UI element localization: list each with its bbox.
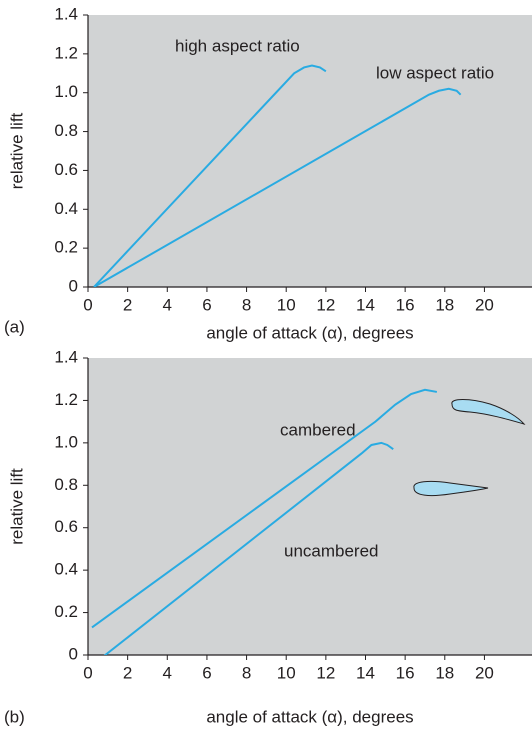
panel-label: (b) <box>4 707 25 726</box>
y-tick-label: 0 <box>69 644 78 663</box>
y-tick-label: 1.0 <box>54 82 78 101</box>
x-tick-label: 2 <box>123 295 132 314</box>
x-tick-label: 10 <box>277 663 296 682</box>
y-tick-label: 0.8 <box>54 475 78 494</box>
x-tick-label: 20 <box>475 663 494 682</box>
x-tick-label: 6 <box>202 663 211 682</box>
line <box>103 441 394 655</box>
x-tick-label: 8 <box>242 295 251 314</box>
line <box>93 64 327 287</box>
x-tick-label: 16 <box>396 663 415 682</box>
line <box>91 388 438 629</box>
y-tick-label: 0.2 <box>54 238 78 257</box>
series-label: high aspect ratio <box>175 36 300 55</box>
y-tick-label: 0 <box>69 276 78 295</box>
x-tick-label: 16 <box>396 295 415 314</box>
airfoil-sketches <box>413 399 526 497</box>
y-tick-label: 1.4 <box>54 4 78 23</box>
y-axis-title: relative lift <box>7 112 26 189</box>
uncambered-airfoil <box>413 480 489 497</box>
x-axis-title: angle of attack (α), degrees <box>206 707 413 726</box>
x-tick-label: 20 <box>475 295 494 314</box>
series-label: low aspect ratio <box>376 63 494 82</box>
x-axis-title: angle of attack (α), degrees <box>206 323 413 342</box>
x-tick-label: 18 <box>435 663 454 682</box>
x-tick-label: 4 <box>163 663 172 682</box>
x-tick-label: 14 <box>356 295 375 314</box>
y-tick-label: 1.2 <box>54 43 78 62</box>
x-tick-label: 4 <box>163 295 172 314</box>
x-tick-label: 14 <box>356 663 375 682</box>
x-tick-label: 6 <box>202 295 211 314</box>
y-tick-label: 0.6 <box>54 517 78 536</box>
x-tick-label: 10 <box>277 295 296 314</box>
panel-label: (a) <box>4 317 25 336</box>
x-tick-label: 12 <box>316 295 335 314</box>
series-label: cambered <box>280 420 356 439</box>
x-tick-label: 12 <box>316 663 335 682</box>
y-tick-label: 1.0 <box>54 432 78 451</box>
y-tick-label: 0.6 <box>54 160 78 179</box>
plot-area <box>88 15 532 287</box>
x-tick-label: 0 <box>83 295 92 314</box>
y-tick-label: 1.2 <box>54 390 78 409</box>
y-tick-label: 0.8 <box>54 121 78 140</box>
x-tick-label: 8 <box>242 663 251 682</box>
series-label: uncambered <box>284 541 379 560</box>
y-tick-label: 1.4 <box>54 347 78 366</box>
y-axis-title: relative lift <box>7 468 26 545</box>
x-tick-label: 18 <box>435 295 454 314</box>
line <box>93 87 462 287</box>
cambered-airfoil <box>451 399 526 425</box>
y-tick-label: 0.4 <box>54 560 78 579</box>
y-tick-label: 0.2 <box>54 602 78 621</box>
y-tick-label: 0.4 <box>54 199 78 218</box>
x-tick-label: 2 <box>123 663 132 682</box>
x-tick-label: 0 <box>83 663 92 682</box>
